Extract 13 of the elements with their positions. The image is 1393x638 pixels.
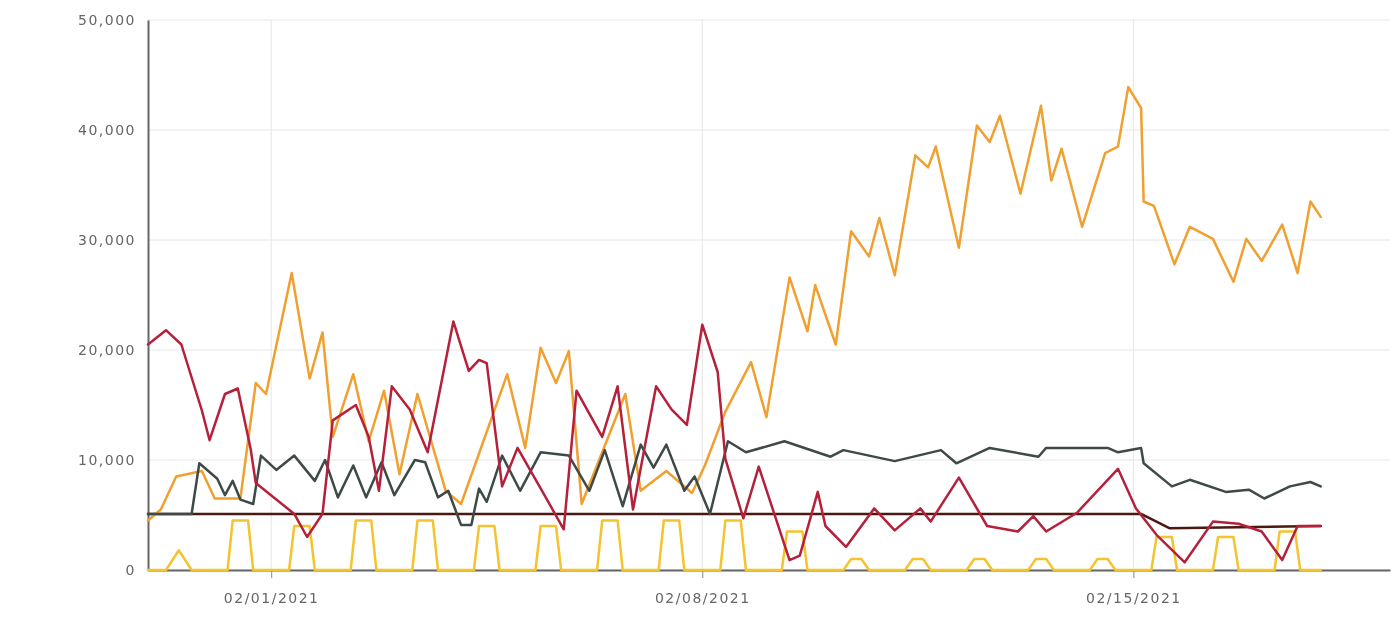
x-tick-label: 02/15/2021 bbox=[1086, 590, 1182, 607]
y-tick-label: 20,000 bbox=[78, 341, 136, 358]
line-series bbox=[146, 440, 1322, 527]
y-tick-label: 50,000 bbox=[78, 11, 136, 28]
y-tick-label: 40,000 bbox=[78, 121, 136, 138]
y-tick-label: 0 bbox=[125, 561, 136, 578]
y-tick-label: 10,000 bbox=[78, 451, 136, 468]
x-tick-label: 02/08/2021 bbox=[654, 590, 751, 607]
line-series bbox=[146, 85, 1322, 522]
line-series bbox=[146, 320, 1322, 564]
x-tick-label: 02/01/2021 bbox=[223, 590, 320, 607]
line-series bbox=[146, 519, 1322, 572]
y-tick-label: 30,000 bbox=[78, 231, 136, 248]
